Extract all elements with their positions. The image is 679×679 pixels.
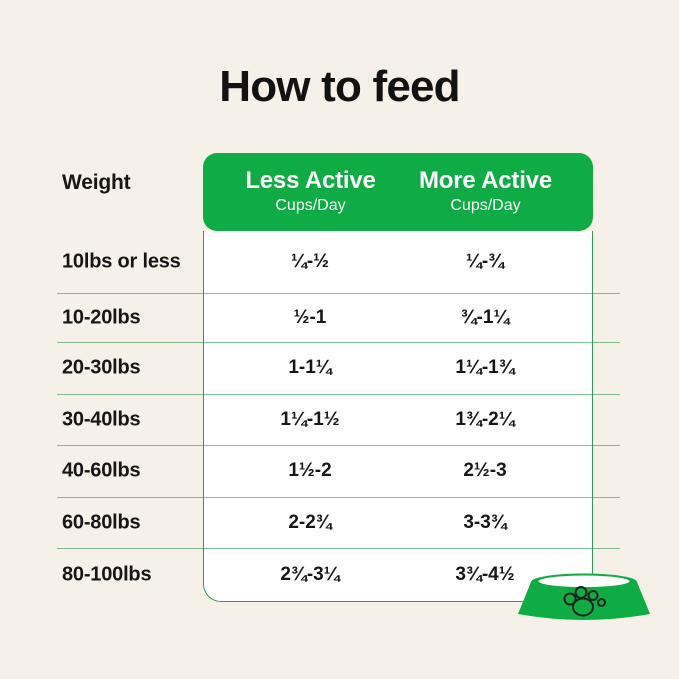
column-sublabel: Cups/Day	[275, 197, 346, 214]
more-active-value: 1¼-1¾	[455, 357, 515, 378]
less-active-value: 1-1¼	[288, 357, 332, 378]
column-header-more-active: More Active Cups/Day	[398, 168, 573, 216]
column-sublabel: Cups/Day	[450, 197, 521, 214]
table-row: 20-30lbs 1-1¼ 1¼-1¾	[57, 342, 620, 395]
column-label: Less Active	[245, 167, 376, 194]
table-header: Less Active Cups/Day More Active Cups/Da…	[203, 153, 593, 231]
more-active-value: ¼-¾	[465, 251, 505, 272]
table-row: 60-80lbs 2-2¾ 3-3¾	[57, 497, 620, 549]
weight-label: 60-80lbs	[62, 511, 141, 533]
table-row: 80-100lbs 2¾-3¼ 3¾-4½	[57, 548, 620, 602]
more-active-value: 1¾-2¼	[455, 408, 515, 430]
weight-label: 80-100lbs	[62, 563, 152, 586]
weight-label: 30-40lbs	[62, 408, 141, 430]
table-row: 40-60lbs 1½-2 2½-3	[57, 445, 620, 498]
less-active-value: 2¾-3¼	[280, 564, 340, 585]
weight-label: 40-60lbs	[62, 459, 141, 482]
table-body	[203, 231, 593, 602]
weight-label: 10-20lbs	[62, 306, 141, 328]
dog-bowl-paw-icon	[518, 573, 650, 620]
weight-label: 10lbs or less	[62, 250, 181, 273]
less-active-value: 1½-2	[288, 460, 332, 481]
table-row: 10-20lbs ½-1 ¾-1¼	[57, 293, 620, 343]
column-label: More Active	[419, 167, 552, 194]
less-active-value: ½-1	[293, 306, 327, 328]
less-active-value: 1¼-1½	[280, 408, 340, 430]
more-active-value: 2½-3	[463, 460, 507, 481]
more-active-value: 3¾-4½	[455, 564, 515, 585]
table-row: 30-40lbs 1¼-1½ 1¾-2¼	[57, 394, 620, 446]
more-active-value: 3-3¾	[463, 511, 507, 533]
page-title: How to feed	[219, 62, 460, 111]
column-header-less-active: Less Active Cups/Day	[223, 168, 398, 216]
table-row: 10lbs or less ¼-½ ¼-¾	[57, 231, 620, 294]
weight-label: 20-30lbs	[62, 356, 141, 379]
more-active-value: ¾-1¼	[460, 306, 510, 328]
less-active-value: 2-2¾	[288, 511, 332, 533]
weight-column-header: Weight	[62, 171, 131, 194]
less-active-value: ¼-½	[290, 251, 330, 272]
